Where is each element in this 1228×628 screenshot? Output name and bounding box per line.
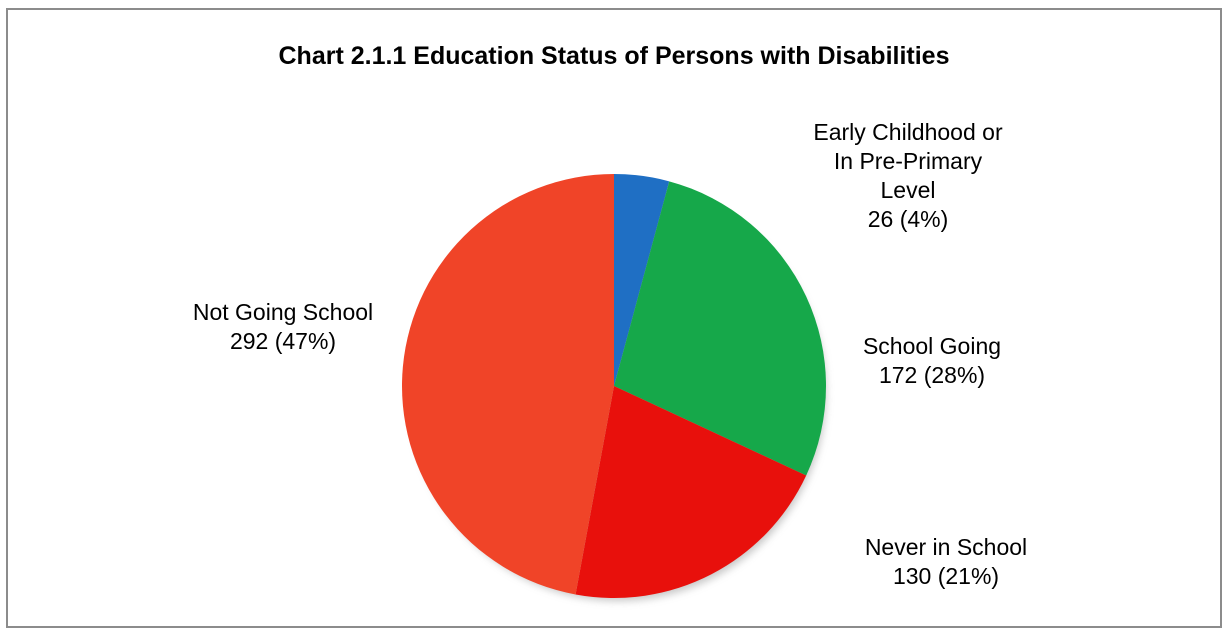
- slice-label-line: 26 (4%): [868, 206, 949, 232]
- slice-label-line: Never in School: [865, 534, 1027, 560]
- slice-labels: Early Childhood or In Pre-Primary Level 26 …: [193, 119, 1027, 589]
- pie-slices: [402, 174, 827, 598]
- slice-label-line: 292 (47%): [230, 328, 336, 354]
- slice-label: Never in School 130 (21%): [865, 534, 1027, 589]
- pie-slice-never-in-school: [575, 386, 807, 598]
- slice-label-line: Not Going School: [193, 299, 373, 325]
- slice-label: Not Going School 292 (47%): [193, 299, 373, 354]
- slice-label-line: School Going: [863, 333, 1001, 359]
- pie-slice-school-going: [614, 181, 827, 476]
- slice-label-line: Early Childhood or: [813, 119, 1003, 145]
- slice-label-line: 130 (21%): [893, 563, 999, 589]
- slice-label-line: In Pre-Primary: [834, 148, 983, 174]
- pie-slice-not-going-school: [402, 174, 614, 595]
- slice-label: Early Childhood or In Pre-Primary Level 26 …: [813, 119, 1003, 232]
- slice-label-line: Level: [881, 177, 936, 203]
- slice-label: School Going 172 (28%): [863, 333, 1001, 388]
- pie-slice-early-childhood-or-in-pre-primary-level: [614, 174, 670, 386]
- slice-label-line: 172 (28%): [879, 362, 985, 388]
- chart-title: Chart 2.1.1 Education Status of Persons …: [278, 42, 950, 70]
- pie-chart: Early Childhood or In Pre-Primary Level 26 …: [193, 119, 1027, 601]
